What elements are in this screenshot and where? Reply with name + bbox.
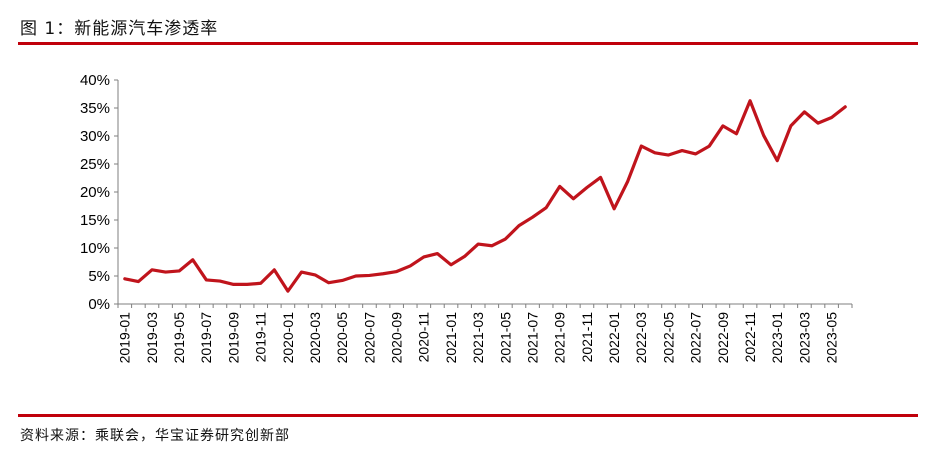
- y-tick-label: 30%: [80, 128, 110, 145]
- x-tick-label: 2020-05: [334, 312, 350, 364]
- figure-title: 图 1：新能源汽车渗透率: [20, 19, 219, 39]
- top-divider: [18, 42, 918, 45]
- x-tick-label: 2020-03: [307, 312, 323, 364]
- x-tick-label: 2023-05: [824, 312, 840, 364]
- x-tick-label: 2022-01: [606, 312, 622, 364]
- y-tick-label: 5%: [88, 268, 110, 285]
- x-tick-label: 2020-01: [280, 312, 296, 364]
- x-tick-label: 2023-03: [796, 312, 812, 364]
- x-tick-label: 2019-11: [253, 312, 269, 363]
- y-tick-label: 10%: [80, 240, 110, 257]
- data-source-note: 资料来源：乘联会，华宝证券研究创新部: [20, 428, 290, 444]
- y-tick-label: 20%: [80, 184, 110, 201]
- chart-axes: [117, 80, 852, 305]
- series-line: [123, 99, 847, 293]
- x-tick-label: 2019-01: [117, 312, 133, 364]
- x-tick-label: 2022-09: [715, 312, 731, 364]
- x-tick-label: 2021-07: [524, 312, 540, 364]
- y-tick-label: 35%: [80, 100, 110, 117]
- x-tick-label: 2022-03: [633, 312, 649, 364]
- x-tick-label: 2022-11: [742, 312, 758, 363]
- x-axis-ticks: 2019-01 2019-03 2019-05 2019-07 2019-09 2019-…: [117, 304, 853, 364]
- y-tick-label: 25%: [80, 156, 110, 173]
- x-tick-label: 2022-07: [688, 312, 704, 364]
- bottom-divider: [18, 414, 918, 417]
- x-tick-label: 2020-07: [361, 312, 377, 364]
- y-axis-ticks: 0% 5% 10% 15% 20% 25% 30% 35% 40%: [80, 72, 118, 313]
- x-tick-label: 2020-11: [416, 312, 432, 363]
- y-tick-label: 0%: [88, 296, 110, 313]
- x-tick-label: 2021-01: [443, 312, 459, 364]
- x-tick-label: 2023-01: [769, 312, 785, 364]
- x-tick-label: 2020-09: [389, 312, 405, 364]
- x-tick-label: 2019-03: [144, 312, 160, 364]
- x-tick-label: 2019-05: [171, 312, 187, 364]
- x-tick-label: 2021-05: [497, 312, 513, 364]
- x-tick-label: 2021-11: [579, 312, 595, 363]
- x-tick-label: 2021-03: [470, 312, 486, 364]
- x-tick-label: 2019-09: [225, 312, 241, 364]
- x-tick-label: 2021-09: [552, 312, 568, 364]
- series-group: [123, 99, 847, 293]
- line-chart: 0% 5% 10% 15% 20% 25% 30% 35% 40% 2019-01 2019-03…: [80, 72, 853, 364]
- x-tick-label: 2022-05: [660, 312, 676, 364]
- x-tick-label: 2019-07: [198, 312, 214, 364]
- y-tick-label: 40%: [80, 72, 110, 89]
- y-tick-label: 15%: [80, 212, 110, 229]
